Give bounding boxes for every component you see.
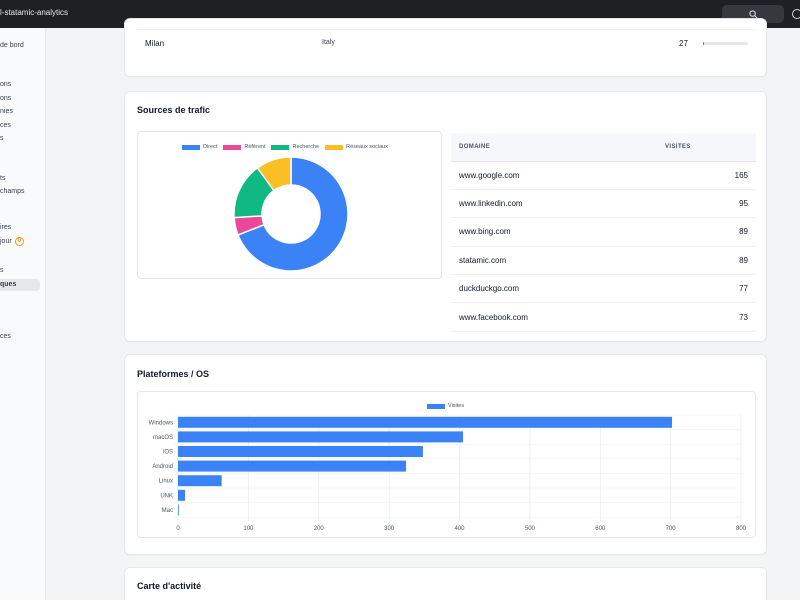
table-row: www.facebook.com 73 xyxy=(451,302,756,332)
bar-mac[interactable] xyxy=(178,504,179,516)
sidebar: de bord ons ons nies ces s ts champs ire… xyxy=(0,28,46,600)
table-header-row: DOMAINE VISITES xyxy=(451,133,756,162)
y-tick-label: UNK xyxy=(160,493,173,499)
bar-windows[interactable] xyxy=(178,416,673,428)
legend-item-recherche[interactable]: Recherche xyxy=(271,144,319,150)
table-row: Milan Italy 27 xyxy=(137,29,756,57)
sidebar-item-collections[interactable]: ons xyxy=(0,81,12,88)
x-tick-label: 100 xyxy=(243,526,254,532)
legend-item-reseaux-sociaux[interactable]: Réseaux sociaux xyxy=(325,144,388,150)
cities-card: Milan Italy 27 xyxy=(124,18,767,77)
column-header-visits[interactable]: VISITES xyxy=(657,133,756,162)
updates-count-badge: 0 xyxy=(14,236,24,246)
bar-android[interactable] xyxy=(178,460,407,472)
platforms-bar-chart: Visites 0 100 200 300 400 500 600 700 800 Windows… xyxy=(137,391,756,538)
bar-linux[interactable] xyxy=(178,475,222,487)
column-header-domain[interactable]: DOMAINE xyxy=(451,133,657,162)
sidebar-item-analytics[interactable]: ques xyxy=(0,279,40,291)
x-tick-label: 800 xyxy=(736,526,747,532)
table-row: statamic.com 89 xyxy=(451,246,756,276)
legend-swatch xyxy=(427,403,445,409)
legend-swatch xyxy=(325,144,344,150)
visits-cell: 95 xyxy=(657,189,756,219)
visit-share-bar-fill xyxy=(703,42,705,45)
legend-item-visites[interactable]: Visites xyxy=(427,403,464,409)
traffic-sources-table: DOMAINE VISITES www.google.com 165 www.li… xyxy=(451,133,756,332)
city-visit-count: 27 xyxy=(679,39,688,48)
visit-share-bar xyxy=(703,42,748,45)
visits-cell: 89 xyxy=(657,246,756,276)
x-tick-label: 300 xyxy=(384,526,395,532)
y-tick-label: Windows xyxy=(149,420,173,426)
sidebar-item-utilities[interactable]: ires xyxy=(0,224,12,231)
x-tick-label: 500 xyxy=(525,526,536,532)
sidebar-item-preferences[interactable]: ces xyxy=(0,333,11,340)
city-country: Italy xyxy=(322,39,335,46)
sidebar-item-navigations[interactable]: ons xyxy=(0,95,12,102)
legend-item-direct[interactable]: Direct xyxy=(182,144,217,150)
legend-swatch xyxy=(223,144,242,150)
app-title: l-statamic-analytics xyxy=(0,8,69,17)
donut-svg xyxy=(233,156,349,272)
donut-slice-direct[interactable] xyxy=(237,156,349,272)
y-tick-label: iOS xyxy=(163,450,173,456)
bar-ios[interactable] xyxy=(178,446,423,457)
sidebar-item-updates[interactable]: jour 0 xyxy=(0,236,24,248)
platforms-title: Plateformes / OS xyxy=(137,369,210,379)
traffic-sources-title: Sources de trafic xyxy=(137,105,211,115)
table-row: www.bing.com 89 xyxy=(451,217,756,247)
x-tick-label: 400 xyxy=(454,526,465,532)
visits-cell: 89 xyxy=(657,217,756,247)
y-tick-label: Mac xyxy=(162,508,173,514)
sidebar-item-globals[interactable]: s xyxy=(0,135,4,142)
x-tick-label: 200 xyxy=(314,526,325,532)
city-name: Milan xyxy=(145,39,165,48)
traffic-donut-chart: Direct Référent Recherche Réseaux sociau… xyxy=(137,131,442,279)
sidebar-item-dashboard[interactable]: de bord xyxy=(0,42,24,49)
visits-cell: 77 xyxy=(657,274,756,304)
donut-slice-r-seaux-sociaux[interactable] xyxy=(256,156,292,192)
user-avatar-icon[interactable] xyxy=(792,9,800,19)
table-row: www.google.com 165 xyxy=(451,161,756,190)
x-tick-label: 600 xyxy=(595,526,606,532)
domain-cell: www.linkedin.com xyxy=(451,189,657,219)
domain-cell: statamic.com xyxy=(451,246,657,276)
x-tick-label: 700 xyxy=(666,526,677,532)
domain-cell: duckduckgo.com xyxy=(451,274,657,304)
bar-macos[interactable] xyxy=(178,431,464,443)
table-row: duckduckgo.com 77 xyxy=(451,274,756,304)
sidebar-item-tools[interactable]: s xyxy=(0,267,4,274)
chart-legend: Visites xyxy=(427,403,464,409)
chart-legend: Direct Référent Recherche Réseaux sociau… xyxy=(182,144,388,150)
search-icon xyxy=(748,9,757,18)
activity-title: Carte d'activité xyxy=(137,581,202,591)
domain-cell: www.bing.com xyxy=(451,217,657,247)
legend-swatch xyxy=(182,144,200,150)
sidebar-item-assets[interactable]: ces xyxy=(0,122,11,129)
visits-cell: 73 xyxy=(657,302,756,332)
domain-cell: www.google.com xyxy=(451,161,657,190)
legend-item-referent[interactable]: Référent xyxy=(223,144,265,150)
x-tick-label: 0 xyxy=(176,526,180,532)
y-tick-label: macOS xyxy=(153,435,173,441)
bar-unk[interactable] xyxy=(178,489,186,501)
sidebar-item-fieldsets[interactable]: champs xyxy=(0,188,25,195)
platforms-card: Plateformes / OS Visites 0 100 200 300 400 50… xyxy=(124,354,767,555)
legend-swatch xyxy=(271,144,290,150)
visits-cell: 165 xyxy=(657,161,756,190)
sidebar-item-blueprints[interactable]: ts xyxy=(0,175,6,182)
activity-card: Carte d'activité xyxy=(124,567,767,600)
domain-cell: www.facebook.com xyxy=(451,302,657,332)
bar-svg: 0 100 200 300 400 500 600 700 800 Windows macOS iOS… xyxy=(149,414,747,532)
traffic-sources-card: Sources de trafic Direct Référent Recher… xyxy=(124,91,767,342)
table-row: www.linkedin.com 95 xyxy=(451,189,756,219)
sidebar-item-taxonomies[interactable]: nies xyxy=(0,108,13,115)
y-tick-label: Linux xyxy=(159,479,173,485)
y-tick-label: Android xyxy=(152,464,173,470)
